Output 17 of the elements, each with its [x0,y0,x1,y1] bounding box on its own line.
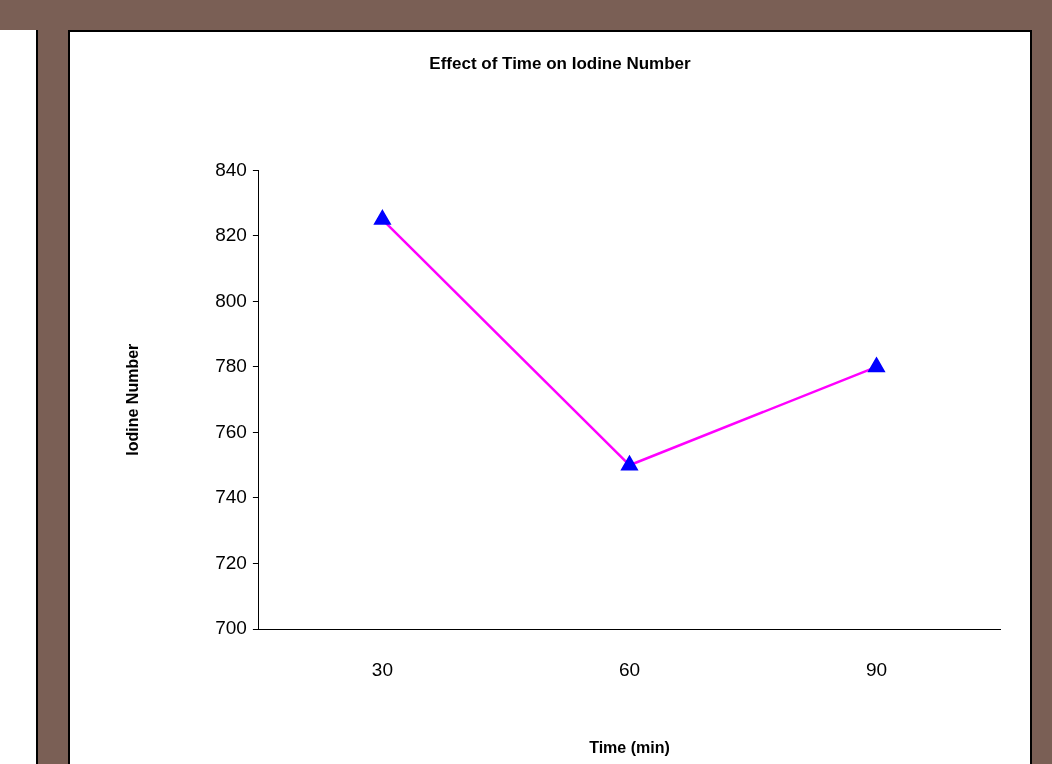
y-tick-label: 820 [215,224,247,246]
y-axis-title: Iodine Number [124,343,142,456]
y-tick-label: 780 [215,355,247,377]
x-tick-label: 60 [618,658,641,680]
x-tick-label: 90 [865,658,888,680]
point [374,210,391,225]
chart-title: Effect of Time on Iodine Number [429,53,692,73]
y-tick-label: 720 [215,551,247,573]
x-tick-label: 30 [371,658,393,680]
y-tick-label: 740 [215,486,247,508]
point [868,357,885,373]
y-tick-label: 760 [215,420,247,442]
y-tick-label: 700 [215,617,247,639]
x-axis-title: Time (min) [589,738,670,756]
y-tick-label: 800 [215,289,247,311]
point [621,455,638,471]
y-tick-label: 840 [215,158,247,180]
